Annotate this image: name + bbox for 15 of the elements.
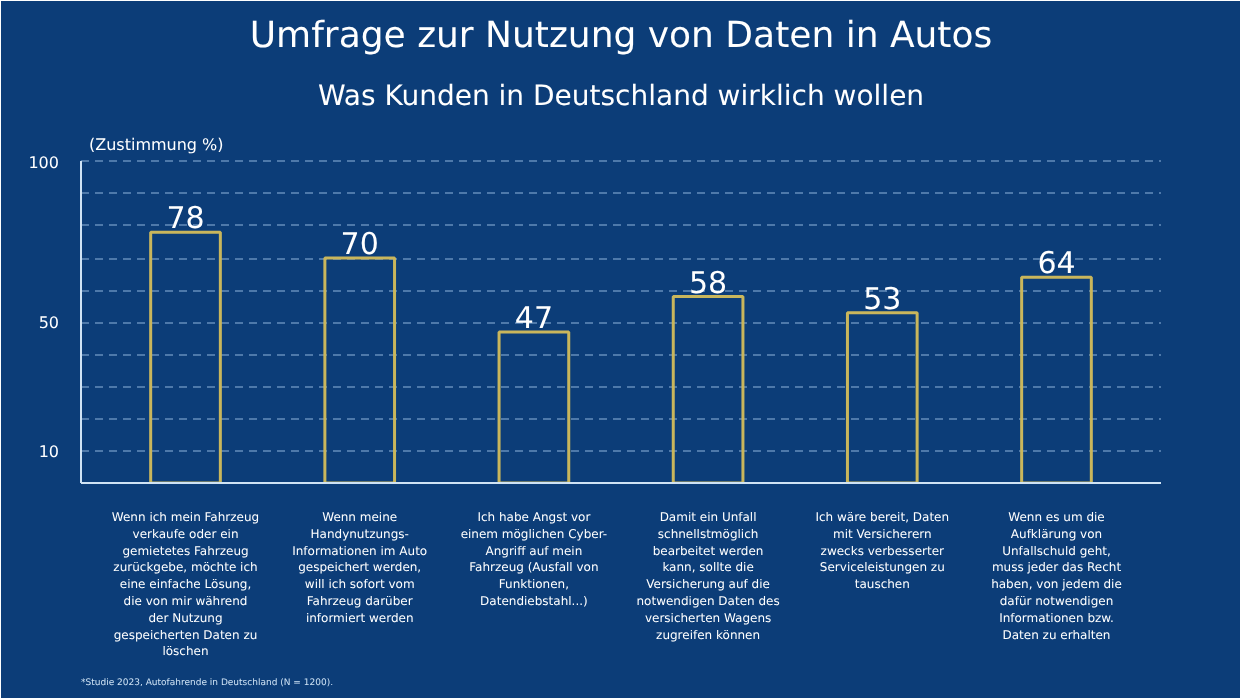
- bar: [323, 256, 397, 483]
- bar: [1020, 275, 1093, 483]
- y-tick-label: 50: [38, 314, 60, 333]
- data-label: 53: [863, 280, 902, 317]
- data-label: 70: [340, 226, 379, 262]
- data-label: 47: [514, 299, 553, 336]
- bar: [149, 230, 222, 483]
- data-label: 64: [1037, 245, 1076, 282]
- data-label: 58: [689, 264, 728, 301]
- y-tick-label: 10: [38, 442, 60, 461]
- y-tick-label: 100: [28, 153, 60, 172]
- chart-subtitle: Was Kunden in Deutschland wirklich wollen: [317, 81, 925, 113]
- data-label: 78: [166, 200, 205, 237]
- y-axis-title: (Zustimmung %): [89, 135, 224, 154]
- chart-title: Umfrage zur Nutzung von Daten in Autos: [249, 15, 993, 57]
